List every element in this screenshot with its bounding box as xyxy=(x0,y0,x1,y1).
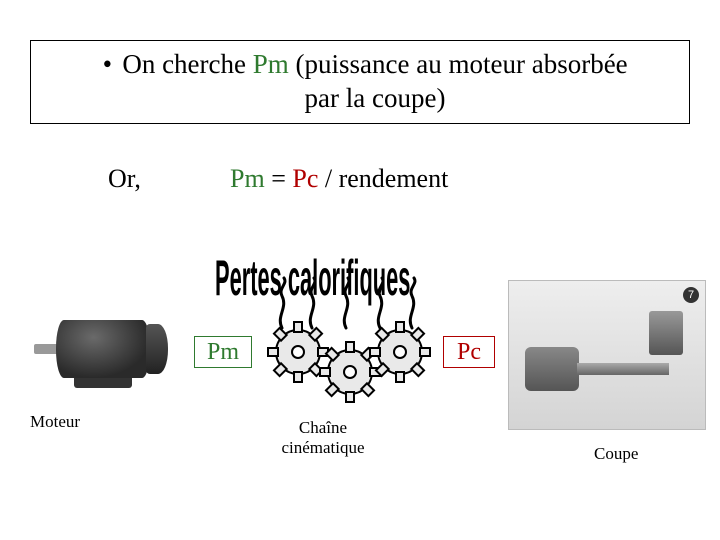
eq-sign: = xyxy=(265,164,293,193)
eq-pm: Pm xyxy=(230,164,265,193)
title-line: • On cherche Pm (puissance au moteur abs… xyxy=(92,48,627,116)
title-post: (puissance au moteur absorbée xyxy=(289,49,628,79)
bullet-dot: • xyxy=(92,48,122,82)
title-text: On cherche Pm (puissance au moteur absor… xyxy=(122,48,627,116)
title-pm: Pm xyxy=(253,49,289,79)
motor-label: Moteur xyxy=(30,412,80,432)
equation: Pm = Pc / rendement xyxy=(230,164,448,194)
cut-label: Coupe xyxy=(594,444,638,464)
pm-box: Pm xyxy=(194,336,252,368)
gears-icon xyxy=(262,316,434,406)
eq-rest: / rendement xyxy=(318,164,448,193)
or-label: Or, xyxy=(108,164,141,194)
title-line2: par la coupe) xyxy=(305,83,446,113)
motor-icon xyxy=(18,298,186,406)
badge-number: 7 xyxy=(683,287,699,303)
lathe-icon: 7 xyxy=(508,280,706,430)
title-pre: On cherche xyxy=(122,49,252,79)
title-box: • On cherche Pm (puissance au moteur abs… xyxy=(30,40,690,124)
eq-pc: Pc xyxy=(292,164,318,193)
pc-box: Pc xyxy=(443,336,495,368)
chain-label: Chaîne cinématique xyxy=(268,418,378,458)
